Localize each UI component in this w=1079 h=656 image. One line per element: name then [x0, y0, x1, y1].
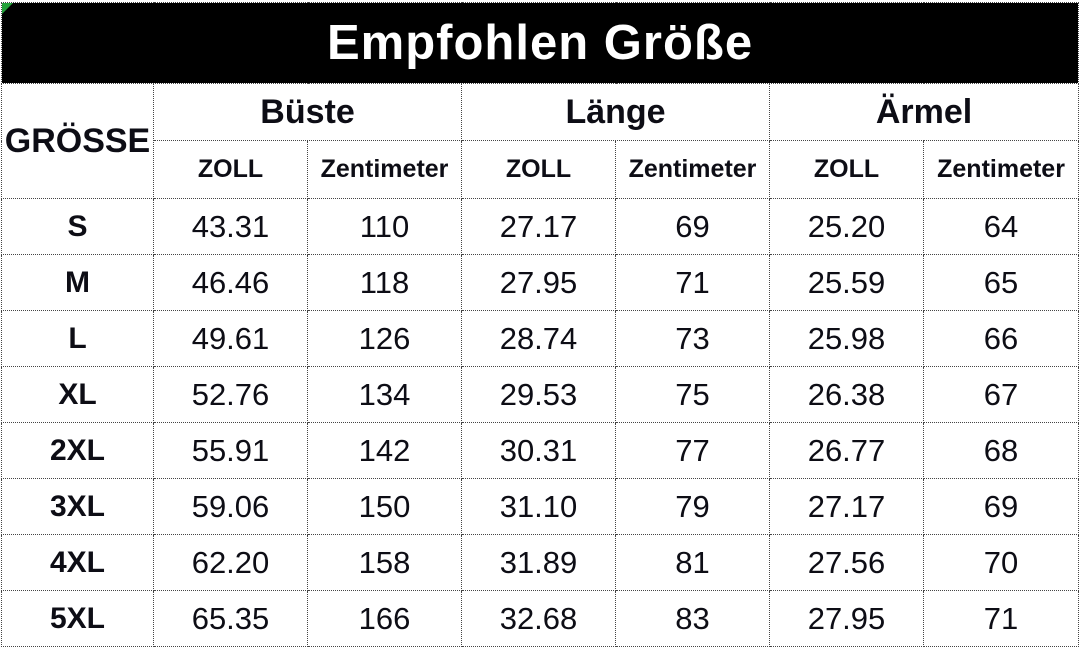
cell-value: 71	[922, 590, 1079, 647]
size-label: L	[1, 310, 154, 367]
group-header-aermel: Ärmel	[768, 83, 1079, 141]
table-row-5xl: 5XL 65.35 166 32.68 83 27.95 71	[1, 590, 1079, 647]
cell-value: 25.98	[769, 310, 924, 367]
unit-header-aermel-zoll: ZOLL	[769, 140, 924, 199]
cell-value: 150	[307, 478, 462, 535]
cell-value: 43.31	[153, 198, 308, 255]
cell-value: 27.56	[769, 534, 924, 591]
size-label: 2XL	[1, 422, 154, 479]
cell-value: 83	[615, 590, 770, 647]
cell-value: 29.53	[461, 366, 616, 423]
cell-value: 71	[615, 254, 770, 311]
group-header-laenge: Länge	[461, 83, 770, 141]
cell-value: 142	[307, 422, 462, 479]
size-label: M	[1, 254, 154, 311]
cell-value: 27.17	[769, 478, 924, 535]
cell-value: 55.91	[153, 422, 308, 479]
cell-value: 52.76	[153, 366, 308, 423]
group-header-bueste: Büste	[153, 83, 462, 141]
group-header-row: GRÖSSE Büste Länge Ärmel	[1, 83, 1079, 199]
unit-header-bueste-zentimeter: Zentimeter	[307, 140, 462, 199]
size-label: 5XL	[1, 590, 154, 647]
cell-value: 30.31	[461, 422, 616, 479]
cell-value: 79	[615, 478, 770, 535]
cell-value: 65	[922, 254, 1079, 311]
cell-value: 27.17	[461, 198, 616, 255]
table-row-2xl: 2XL 55.91 142 30.31 77 26.77 68	[1, 422, 1079, 479]
cell-value: 75	[615, 366, 770, 423]
cell-value: 26.38	[769, 366, 924, 423]
cell-value: 70	[922, 534, 1079, 591]
cell-value: 126	[307, 310, 462, 367]
cell-value: 118	[307, 254, 462, 311]
cell-value: 28.74	[461, 310, 616, 367]
cell-value: 77	[615, 422, 770, 479]
table-row-m: M 46.46 118 27.95 71 25.59 65	[1, 254, 1079, 311]
cell-value: 67	[922, 366, 1079, 423]
title-banner: Empfohlen Größe	[0, 2, 1079, 84]
size-label: 4XL	[1, 534, 154, 591]
cell-value: 25.59	[769, 254, 924, 311]
cell-value: 27.95	[461, 254, 616, 311]
table-row-l: L 49.61 126 28.74 73 25.98 66	[1, 310, 1079, 367]
cell-value: 81	[615, 534, 770, 591]
cell-value: 25.20	[769, 198, 924, 255]
table-row-s: S 43.31 110 27.17 69 25.20 64	[1, 198, 1079, 255]
title-row: Empfohlen Größe	[0, 2, 1079, 84]
cell-value: 27.95	[769, 590, 924, 647]
unit-header-row: ZOLL Zentimeter ZOLL Zentimeter ZOLL Zen…	[2, 140, 1079, 199]
cell-value: 69	[615, 198, 770, 255]
cell-value: 31.89	[461, 534, 616, 591]
cell-value: 68	[922, 422, 1079, 479]
cell-value: 134	[307, 366, 462, 423]
column-header-groesse: GRÖSSE	[1, 83, 154, 199]
unit-header-laenge-zentimeter: Zentimeter	[615, 140, 770, 199]
cell-value: 64	[922, 198, 1079, 255]
cell-value: 62.20	[153, 534, 308, 591]
table-row-4xl: 4XL 62.20 158 31.89 81 27.56 70	[1, 534, 1079, 591]
unit-header-bueste-zoll: ZOLL	[153, 140, 308, 199]
spreadsheet-corner-marker-icon	[2, 3, 13, 14]
cell-value: 31.10	[461, 478, 616, 535]
unit-header-laenge-zoll: ZOLL	[461, 140, 616, 199]
cell-value: 73	[615, 310, 770, 367]
cell-value: 26.77	[769, 422, 924, 479]
unit-header-aermel-zentimeter: Zentimeter	[922, 140, 1079, 199]
cell-value: 65.35	[153, 590, 308, 647]
table-row-3xl: 3XL 59.06 150 31.10 79 27.17 69	[1, 478, 1079, 535]
size-label: 3XL	[1, 478, 154, 535]
cell-value: 32.68	[461, 590, 616, 647]
size-label: S	[1, 198, 154, 255]
size-label: XL	[1, 366, 154, 423]
cell-value: 110	[307, 198, 462, 255]
cell-value: 158	[307, 534, 462, 591]
cell-value: 59.06	[153, 478, 308, 535]
cell-value: 49.61	[153, 310, 308, 367]
page-title: Empfohlen Größe	[327, 16, 754, 70]
table-row-xl: XL 52.76 134 29.53 75 26.38 67	[1, 366, 1079, 423]
cell-value: 46.46	[153, 254, 308, 311]
cell-value: 66	[922, 310, 1079, 367]
cell-value: 69	[922, 478, 1079, 535]
cell-value: 166	[307, 590, 462, 647]
